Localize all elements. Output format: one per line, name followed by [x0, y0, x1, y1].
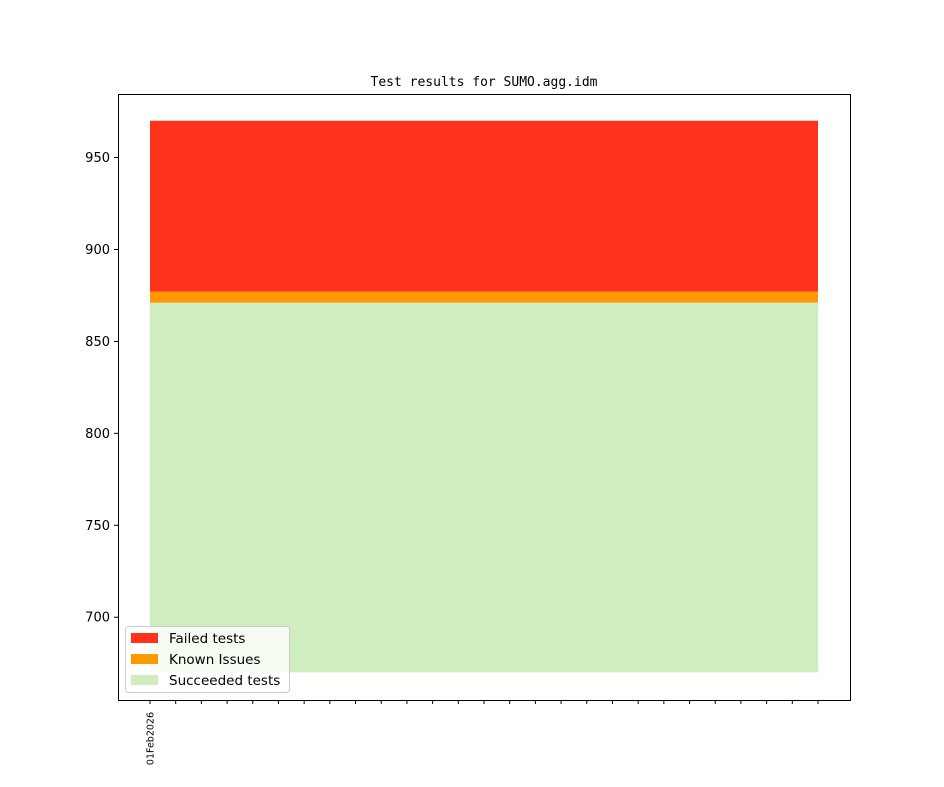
legend-swatch	[131, 654, 158, 664]
area-known-issues	[150, 291, 818, 303]
area-succeeded-tests	[150, 302, 818, 673]
legend-label: Succeeded tests	[169, 673, 280, 689]
legend-label: Known Issues	[169, 652, 261, 668]
legend-label: Failed tests	[169, 631, 245, 647]
y-tick-label: 900	[85, 243, 110, 258]
y-tick-label: 800	[85, 427, 110, 442]
y-tick-label: 950	[85, 151, 110, 166]
legend-swatch	[131, 675, 158, 685]
area-failed-tests	[150, 120, 818, 292]
x-tick-label: 01Feb2026	[146, 712, 157, 765]
y-tick-label: 750	[85, 519, 110, 534]
legend-box	[125, 626, 290, 693]
legend: Failed tests Known Issues Succeeded tests	[125, 626, 290, 693]
y-tick-label: 700	[85, 611, 110, 626]
y-tick-label: 850	[85, 335, 110, 350]
legend-swatch	[131, 633, 158, 643]
chart-title: Test results for SUMO.agg.idm	[371, 75, 598, 90]
